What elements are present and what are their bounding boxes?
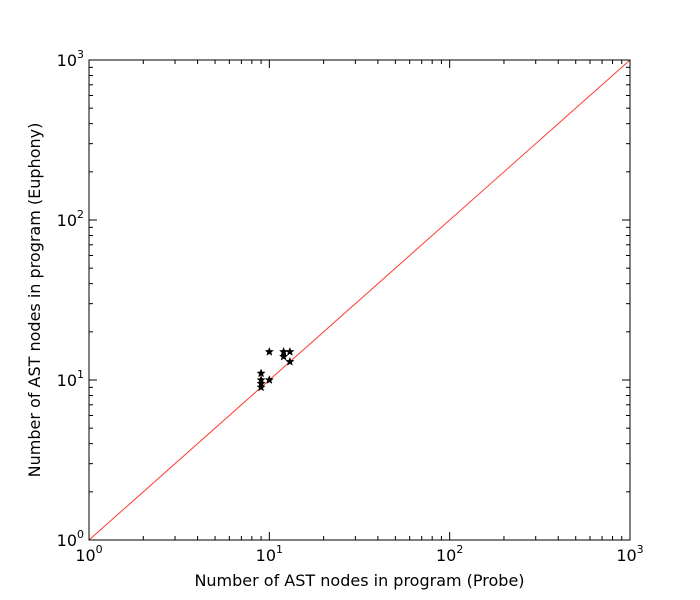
x-axis-title: Number of AST nodes in program (Probe) xyxy=(194,571,524,590)
data-point xyxy=(256,368,266,378)
y-tick-label: 101 xyxy=(57,368,84,390)
data-point xyxy=(285,356,295,366)
data-point xyxy=(264,346,274,356)
y-tick-labels: 100 101 102 103 xyxy=(57,48,84,550)
y-tick-label: 100 xyxy=(57,528,84,550)
data-point xyxy=(256,378,266,388)
x-tick-label: 103 xyxy=(616,543,643,565)
reference-line-layer xyxy=(88,59,631,541)
data-point xyxy=(256,375,266,384)
data-point xyxy=(256,382,266,392)
plot-area-frame xyxy=(88,59,631,541)
x-tick-label: 102 xyxy=(436,543,463,565)
points-layer xyxy=(256,346,295,392)
data-point xyxy=(285,346,295,356)
x-tick-labels: 100 101 102 103 xyxy=(75,543,643,565)
reference-line xyxy=(88,59,631,541)
data-point xyxy=(264,375,274,384)
x-tick-label: 100 xyxy=(75,543,102,565)
y-tick-label: 103 xyxy=(57,48,84,70)
y-tick-label: 102 xyxy=(57,208,84,230)
data-point xyxy=(278,351,289,361)
y-axis-title: Number of AST nodes in program (Euphony) xyxy=(25,123,44,478)
ticks-layer xyxy=(88,59,631,541)
x-tick-label: 101 xyxy=(256,543,283,565)
